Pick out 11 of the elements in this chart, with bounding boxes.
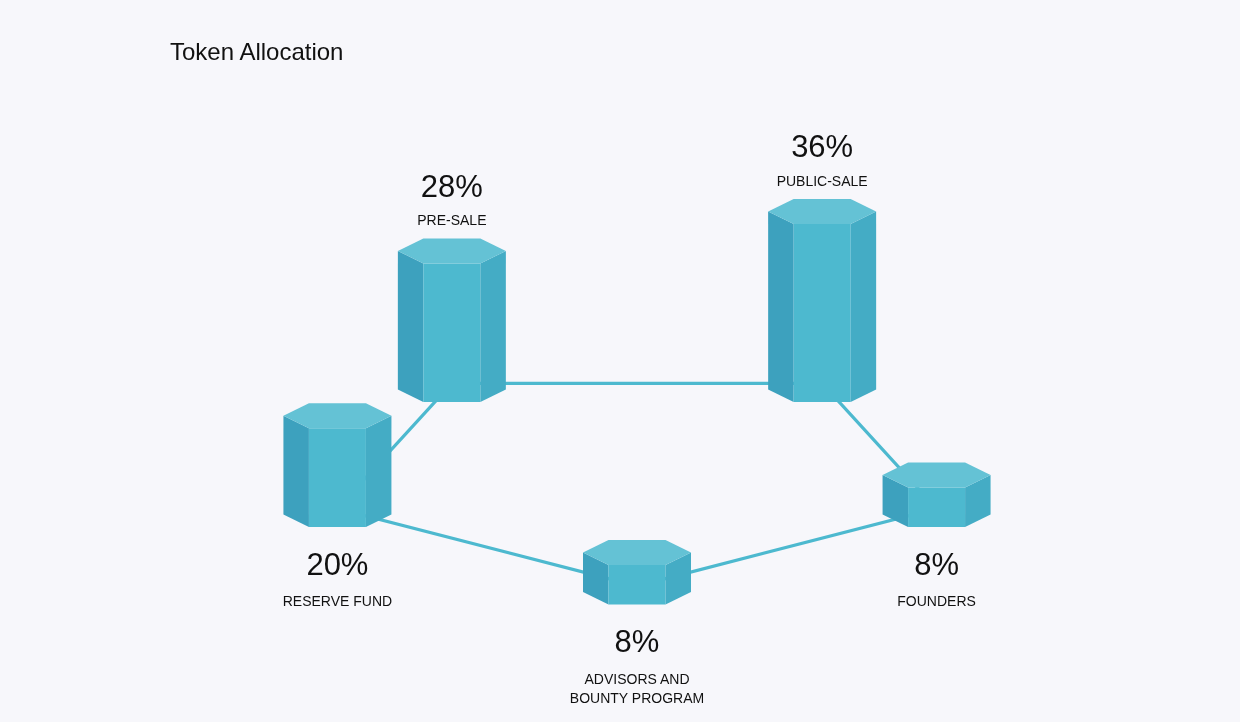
data-label: 8% [914,546,959,582]
category-label: ADVISORS AND BOUNTY PROGRAM [569,670,705,706]
data-label: 20% [306,546,369,582]
category-label: PUBLIC-SALE [776,172,868,189]
data-label: 36% [791,129,854,165]
text: Token Allocation [170,38,344,65]
data-label: 8% [614,624,660,659]
category-label: PRE-SALE [417,212,487,229]
category-label: RESERVE FUND [282,593,393,610]
category-label: FOUNDERS [897,593,976,610]
data-label: 28% [420,168,483,204]
